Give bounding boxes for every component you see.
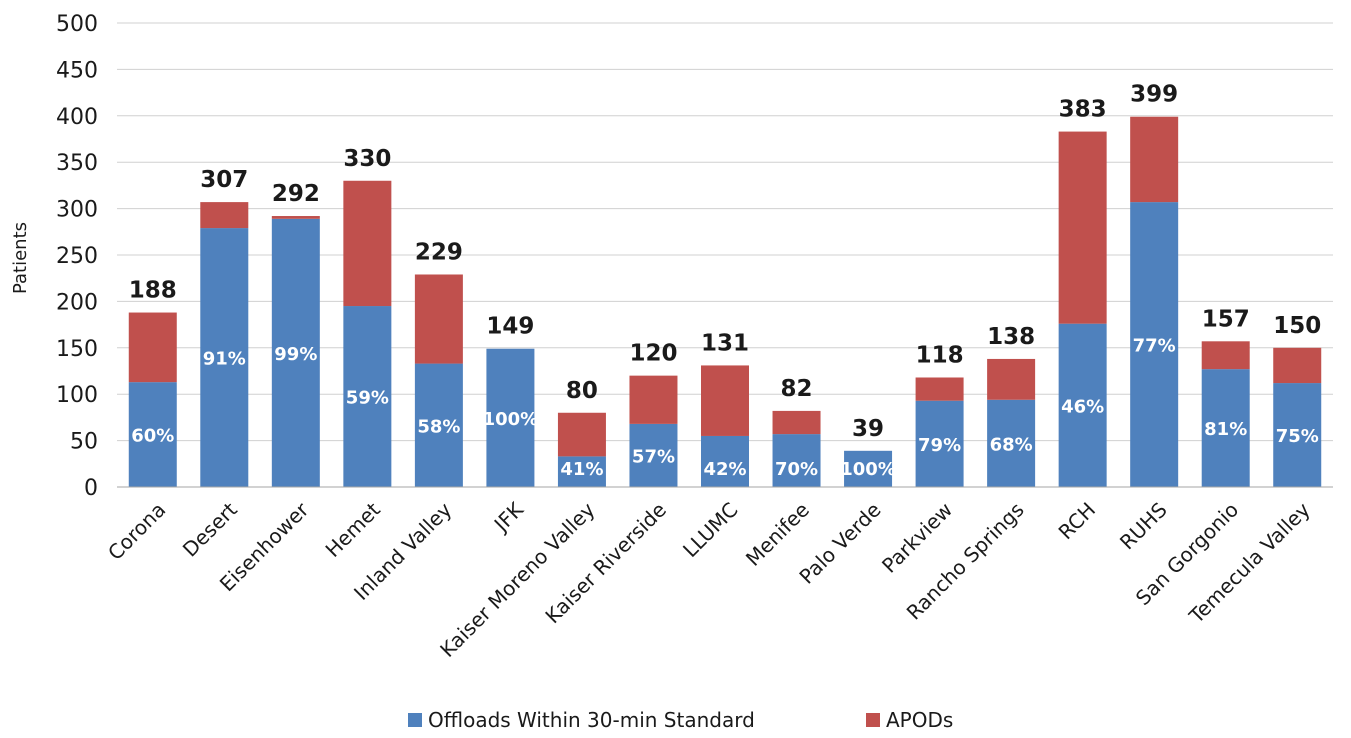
y-tick-label: 200 [56, 290, 98, 315]
bar-segment-apods [629, 375, 678, 424]
bar-segment-offloads [414, 363, 463, 487]
total-label: 39 [852, 416, 884, 442]
percent-label: 100% [840, 459, 896, 480]
percent-label: 58% [417, 416, 460, 437]
y-tick-label: 500 [56, 12, 98, 37]
y-tick-label: 150 [56, 337, 98, 362]
y-tick-label: 450 [56, 58, 98, 83]
bars [128, 116, 1322, 488]
bar-segment-offloads [844, 450, 893, 487]
percent-label: 99% [274, 344, 317, 365]
total-label: 157 [1202, 306, 1250, 332]
bar-segment-apods [701, 365, 749, 436]
x-tick-label: RCH [1054, 498, 1101, 545]
bar-segment-apods [414, 274, 463, 364]
total-label: 138 [987, 324, 1035, 350]
total-label: 399 [1130, 82, 1178, 108]
percent-label: 77% [1133, 336, 1176, 357]
percent-label: 41% [560, 459, 603, 480]
legend-swatch-apods [866, 713, 880, 727]
bar-segment-offloads [629, 423, 678, 487]
total-label: 82 [781, 376, 813, 402]
y-tick-label: 50 [70, 430, 98, 455]
total-label: 307 [200, 167, 248, 193]
x-tick-label: LLUMC [678, 498, 742, 562]
percent-label: 59% [346, 388, 389, 409]
bar-segment-offloads [271, 218, 320, 488]
bar-segment-apods [1058, 131, 1107, 324]
total-label: 330 [343, 146, 391, 172]
bar-segment-offloads [1273, 383, 1322, 487]
total-label: 188 [129, 278, 177, 304]
total-label: 149 [486, 314, 534, 340]
bar-segment-offloads [343, 306, 392, 487]
bar-segment-apods [557, 412, 606, 457]
percent-label: 46% [1061, 396, 1104, 417]
y-tick-label: 400 [56, 105, 98, 130]
percent-label: 60% [131, 426, 174, 447]
percent-label: 57% [632, 446, 675, 467]
y-axis-label: Patients [10, 222, 31, 294]
percent-label: 42% [703, 459, 746, 480]
bar-segment-offloads [557, 456, 606, 487]
bar-segment-apods [1273, 347, 1322, 384]
bar-segment-offloads [1201, 369, 1250, 487]
legend-label-apods: APODs [886, 708, 953, 732]
y-tick-label: 350 [56, 151, 98, 176]
percent-label: 68% [990, 434, 1033, 455]
total-label: 120 [629, 341, 677, 367]
x-tick-label: JFK [488, 497, 529, 538]
y-tick-label: 0 [84, 476, 98, 501]
x-tick-label: Desert [178, 497, 242, 561]
bar-segment-apods [200, 202, 249, 229]
percent-label: 91% [203, 349, 246, 370]
bar-segment-apods [271, 216, 320, 219]
percent-label: 70% [775, 459, 818, 480]
percent-label: 81% [1204, 419, 1247, 440]
bar-segment-apods [128, 312, 177, 383]
y-tick-label: 250 [56, 244, 98, 269]
percent-label: 79% [918, 435, 961, 456]
bar-segment-offloads [772, 434, 821, 487]
percent-label: 100% [483, 409, 539, 430]
x-tick-label: Hemet [321, 497, 385, 561]
x-tick-label: Kaiser Riverside [540, 498, 671, 629]
y-tick-label: 100 [56, 383, 98, 408]
total-label: 131 [701, 330, 749, 356]
bar-segment-apods [1201, 341, 1250, 370]
total-label: 383 [1059, 97, 1107, 123]
legend-swatch-offloads [408, 713, 422, 727]
bar-segment-apods [1130, 116, 1179, 203]
total-label: 229 [415, 239, 463, 265]
x-tick-label: Corona [103, 498, 170, 565]
total-label: 80 [566, 378, 598, 404]
bar-segment-apods [772, 410, 821, 435]
x-tick-label: Temecula Valley [1184, 497, 1315, 628]
legend-label-offloads: Offloads Within 30-min Standard [428, 708, 755, 732]
percent-label: 75% [1276, 426, 1319, 447]
bar-segment-offloads [1058, 323, 1107, 487]
total-label: 150 [1273, 313, 1321, 339]
bar-segment-apods [343, 180, 392, 307]
x-tick-label: RUHS [1115, 498, 1172, 555]
bar-segment-offloads [987, 399, 1036, 487]
bar-segment-offloads [1130, 202, 1179, 487]
x-tick-label: Menifee [741, 498, 814, 571]
bar-segment-apods [987, 358, 1036, 400]
y-tick-label: 300 [56, 198, 98, 223]
bar-segment-offloads [128, 382, 177, 487]
bar-segment-apods [915, 377, 964, 401]
bar-segment-offloads [701, 435, 749, 487]
data-labels: 188 60% 307 91% 292 99% 330 59% 229 58% 149 100% 80 4… [129, 82, 1321, 480]
y-axis: 0 50 100 150 200 250 300 350 400 450 500 [56, 12, 1333, 501]
bar-segment-offloads [915, 400, 964, 487]
legend: Offloads Within 30-min Standard APODs [408, 708, 953, 732]
bar-segment-offloads [486, 348, 535, 487]
bar-segment-offloads [200, 228, 249, 487]
total-label: 292 [272, 181, 320, 207]
total-label: 118 [916, 342, 964, 368]
